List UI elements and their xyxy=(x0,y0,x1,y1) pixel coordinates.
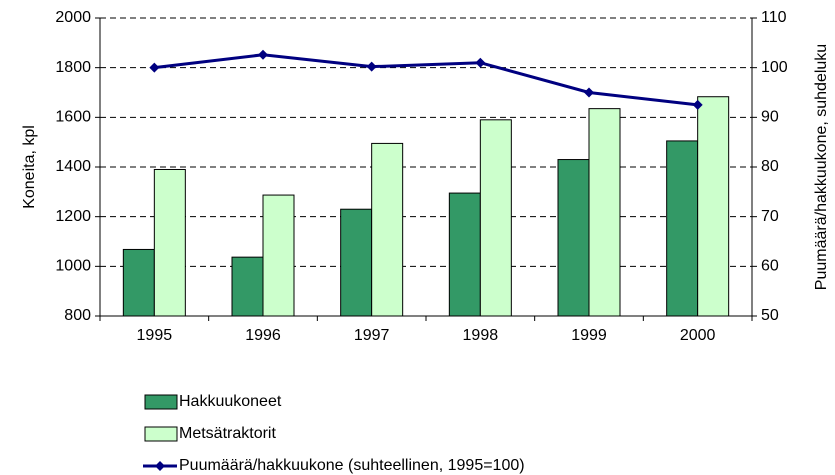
y-tick-label: 1200 xyxy=(55,208,91,225)
bar xyxy=(697,96,730,317)
bar xyxy=(262,194,295,317)
x-tick-label: 1996 xyxy=(245,327,281,344)
bar xyxy=(479,119,512,317)
legend-marker xyxy=(155,461,165,471)
y2-tick-label: 110 xyxy=(761,9,787,26)
line-marker xyxy=(149,62,160,73)
y-tick-label: 800 xyxy=(64,307,91,324)
bar xyxy=(153,168,186,317)
y2-axis-title: Puumäärä/hakkuukone, suhdeluku xyxy=(813,44,830,290)
y-tick-label: 1000 xyxy=(55,258,91,275)
y2-tick-label: 70 xyxy=(761,208,779,225)
y2-tick-label: 100 xyxy=(761,59,788,76)
legend-swatch xyxy=(144,394,178,410)
legend-label: Metsätraktorit xyxy=(179,425,276,442)
y-axis-title: Koneita, kpl xyxy=(21,125,38,209)
line-marker xyxy=(475,57,486,68)
bar xyxy=(557,159,590,317)
y2-tick-label: 80 xyxy=(761,158,779,175)
line-marker xyxy=(366,61,377,72)
legend-swatch xyxy=(144,426,178,442)
bar xyxy=(340,208,373,317)
bar xyxy=(666,140,699,317)
line-marker xyxy=(258,49,268,60)
y2-tick-label: 60 xyxy=(761,258,779,275)
bar xyxy=(231,256,264,317)
legend-label: Puumäärä/hakkuukone (suhteellinen, 1995=… xyxy=(179,457,525,474)
line-marker xyxy=(692,99,703,110)
y-tick-label: 1400 xyxy=(55,158,91,175)
bar xyxy=(122,248,155,317)
line xyxy=(154,53,698,107)
y-tick-label: 1600 xyxy=(55,109,91,126)
x-tick-label: 2000 xyxy=(680,327,716,344)
y2-tick-label: 50 xyxy=(761,307,779,324)
legend-label: Hakkuukoneet xyxy=(179,393,282,410)
x-tick-label: 1997 xyxy=(354,327,390,344)
y-tick-label: 1800 xyxy=(55,59,91,76)
x-tick-label: 1995 xyxy=(137,327,173,344)
y-tick-label: 2000 xyxy=(55,9,91,26)
x-tick-label: 1999 xyxy=(571,327,607,344)
y2-tick-label: 90 xyxy=(761,109,779,126)
bar xyxy=(588,108,621,317)
bar xyxy=(371,142,404,317)
bar xyxy=(448,192,481,317)
x-tick-label: 1998 xyxy=(463,327,499,344)
line-marker xyxy=(584,87,594,98)
